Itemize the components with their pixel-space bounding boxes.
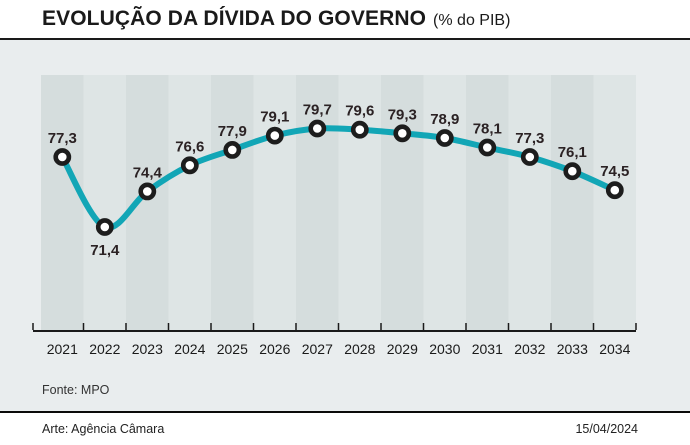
plot-band: [508, 75, 551, 332]
debt-line-chart: 2021 2022 2023 2024 2025 2026 2027 2028 2029 2030…: [32, 75, 637, 357]
data-point-marker: [393, 124, 412, 143]
data-point-marker: [95, 218, 114, 236]
plot-band: [338, 75, 381, 332]
plot-band: [593, 75, 636, 332]
data-point-marker: [435, 129, 454, 147]
data-point-label: 77,3: [515, 130, 544, 147]
data-point-marker: [563, 162, 582, 181]
x-tick-label: 2031: [472, 341, 503, 357]
x-tick-label: 2027: [302, 341, 333, 357]
x-tick-label: 2034: [599, 341, 630, 357]
x-tick-label: 2029: [387, 341, 418, 357]
data-point-marker: [520, 148, 539, 166]
x-tick-label: 2023: [132, 341, 163, 357]
plot-band: [168, 75, 211, 332]
data-point-label: 77,9: [218, 123, 247, 140]
chart-panel: 2021 2022 2023 2024 2025 2026 2027 2028 2029 2030…: [0, 40, 690, 411]
data-point-marker: [605, 181, 624, 200]
source-note: Fonte: MPO: [42, 383, 110, 397]
data-point-marker: [265, 126, 284, 145]
data-point-marker: [223, 141, 242, 159]
x-tick-label: 2033: [557, 341, 588, 357]
footer-divider: [0, 411, 690, 413]
x-tick-label: 2026: [259, 341, 290, 357]
data-point-label: 79,1: [260, 109, 289, 126]
x-tick-label: 2030: [429, 341, 460, 357]
x-tick-label: 2024: [174, 341, 205, 357]
plot-band: [423, 75, 466, 332]
data-point-label: 76,1: [558, 144, 587, 161]
data-point-label: 74,4: [133, 164, 163, 181]
data-point-marker: [53, 148, 72, 166]
data-point-label: 78,9: [430, 111, 459, 128]
date-label: 15/04/2024: [575, 422, 638, 436]
credit-note: Arte: Agência Câmara: [42, 422, 165, 436]
plot-band: [41, 75, 84, 332]
data-point-label: 78,1: [473, 121, 502, 138]
header: EVOLUÇÃO DA DÍVIDA DO GOVERNO (% do PIB): [42, 7, 670, 38]
data-point-marker: [308, 119, 327, 138]
data-point-label: 79,6: [345, 103, 374, 120]
plot-band: [551, 75, 594, 332]
data-point-label: 74,5: [600, 163, 629, 180]
data-point-marker: [138, 182, 157, 201]
plot-band: [253, 75, 296, 332]
data-point-label: 76,6: [175, 138, 204, 155]
page-title: EVOLUÇÃO DA DÍVIDA DO GOVERNO: [42, 7, 427, 30]
data-point-marker: [478, 138, 497, 157]
title-divider: [0, 38, 690, 40]
footer: Arte: Agência Câmara 15/04/2024: [0, 413, 690, 445]
data-point-label: 79,3: [388, 106, 417, 123]
x-tick-label: 2032: [514, 341, 545, 357]
x-tick-label: 2021: [47, 341, 78, 357]
x-tick-label: 2028: [344, 341, 375, 357]
data-point-label: 77,3: [48, 130, 77, 147]
data-point-marker: [350, 120, 369, 139]
x-tick-label: 2022: [89, 341, 120, 357]
plot-band: [296, 75, 339, 332]
plot-band: [211, 75, 254, 332]
data-point-label: 71,4: [90, 242, 120, 259]
data-point-label: 79,7: [303, 102, 332, 119]
x-tick-label: 2025: [217, 341, 248, 357]
plot-band: [466, 75, 509, 332]
plot-band: [381, 75, 424, 332]
plot-band: [83, 75, 126, 332]
page-subtitle: (% do PIB): [433, 12, 511, 29]
data-point-marker: [180, 156, 199, 175]
